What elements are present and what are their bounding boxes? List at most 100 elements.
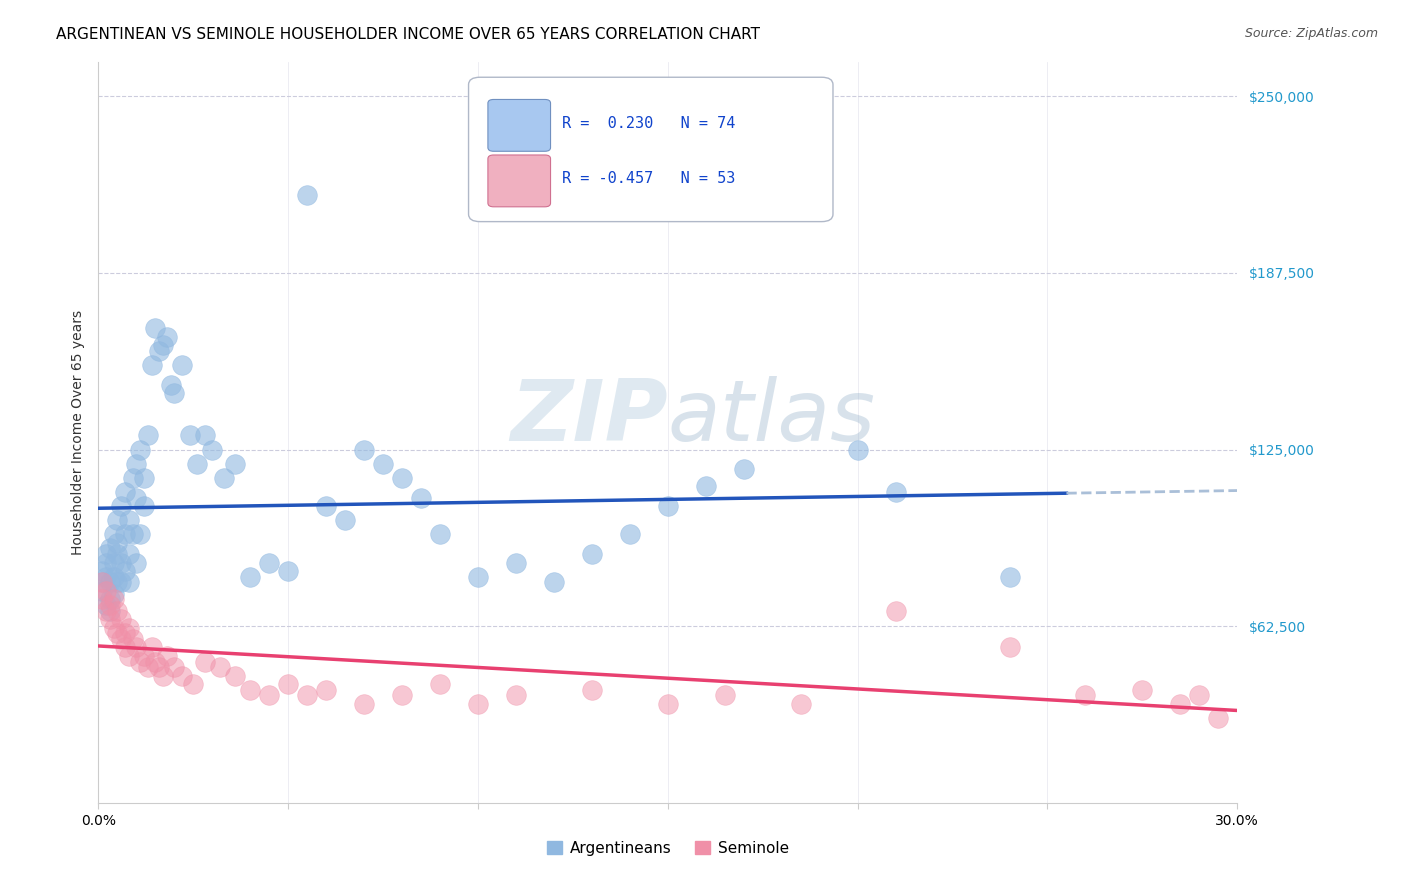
Point: [429, 527, 451, 541]
Point: [129, 442, 152, 457]
FancyBboxPatch shape: [468, 78, 832, 221]
Point: [1132, 682, 1154, 697]
Point: [91, 575, 114, 590]
Point: [121, 527, 143, 541]
Point: [132, 648, 155, 663]
Point: [148, 660, 170, 674]
Point: [846, 442, 869, 457]
Point: [148, 343, 170, 358]
Point: [208, 660, 231, 674]
Point: [259, 689, 281, 703]
Legend: Argentineans, Seminole: Argentineans, Seminole: [541, 835, 794, 862]
Point: [129, 655, 152, 669]
Point: [107, 547, 129, 561]
Point: [110, 575, 132, 590]
Point: [94, 570, 117, 584]
Point: [467, 697, 489, 711]
Point: [110, 556, 132, 570]
Point: [581, 547, 603, 561]
Point: [429, 677, 451, 691]
Point: [467, 570, 489, 584]
Point: [136, 660, 159, 674]
Point: [1074, 689, 1097, 703]
Point: [156, 329, 179, 343]
Point: [186, 457, 208, 471]
Point: [1170, 697, 1192, 711]
Point: [353, 697, 375, 711]
Point: [118, 621, 141, 635]
Point: [259, 556, 281, 570]
Point: [201, 442, 224, 457]
Point: [107, 513, 129, 527]
Point: [110, 499, 132, 513]
Point: [505, 556, 527, 570]
Point: [98, 604, 121, 618]
Point: [110, 632, 132, 646]
Point: [170, 358, 193, 372]
Point: [224, 457, 246, 471]
Point: [129, 527, 152, 541]
Point: [152, 338, 174, 352]
Point: [411, 491, 433, 505]
Point: [103, 556, 125, 570]
Point: [790, 697, 813, 711]
Point: [315, 499, 337, 513]
Point: [714, 689, 737, 703]
FancyBboxPatch shape: [488, 155, 551, 207]
Point: [239, 570, 262, 584]
Point: [183, 677, 205, 691]
Text: R = -0.457   N = 53: R = -0.457 N = 53: [562, 171, 735, 186]
Point: [998, 570, 1021, 584]
Point: [277, 564, 299, 578]
Point: [657, 499, 679, 513]
Point: [733, 462, 755, 476]
Point: [543, 575, 565, 590]
Point: [581, 682, 603, 697]
Point: [884, 485, 907, 500]
Point: [505, 689, 527, 703]
Point: [103, 587, 125, 601]
Text: Source: ZipAtlas.com: Source: ZipAtlas.com: [1244, 27, 1378, 40]
Point: [118, 513, 141, 527]
Y-axis label: Householder Income Over 65 years: Householder Income Over 65 years: [72, 310, 86, 555]
Text: R =  0.230   N = 74: R = 0.230 N = 74: [562, 116, 735, 131]
Point: [239, 682, 262, 697]
Point: [212, 471, 235, 485]
Point: [141, 640, 163, 655]
Point: [156, 648, 179, 663]
Point: [1188, 689, 1211, 703]
Point: [159, 377, 181, 392]
Point: [657, 697, 679, 711]
Point: [132, 499, 155, 513]
Point: [103, 570, 125, 584]
Point: [179, 428, 201, 442]
FancyBboxPatch shape: [488, 99, 551, 152]
Text: ZIP: ZIP: [510, 376, 668, 459]
Point: [91, 583, 114, 598]
Point: [224, 668, 246, 682]
Point: [353, 442, 375, 457]
Point: [315, 682, 337, 697]
Point: [619, 527, 641, 541]
Point: [1208, 711, 1230, 725]
Point: [884, 604, 907, 618]
Text: ARGENTINEAN VS SEMINOLE HOUSEHOLDER INCOME OVER 65 YEARS CORRELATION CHART: ARGENTINEAN VS SEMINOLE HOUSEHOLDER INCO…: [56, 27, 761, 42]
Point: [132, 471, 155, 485]
Point: [94, 604, 117, 618]
Point: [107, 575, 129, 590]
Point: [170, 668, 193, 682]
Point: [91, 564, 114, 578]
Point: [136, 428, 159, 442]
Point: [277, 677, 299, 691]
Point: [114, 485, 136, 500]
Point: [98, 598, 121, 612]
Point: [152, 668, 174, 682]
Point: [103, 621, 125, 635]
Point: [121, 632, 143, 646]
Point: [91, 592, 114, 607]
Point: [145, 655, 167, 669]
Point: [163, 660, 186, 674]
Point: [98, 575, 121, 590]
Point: [114, 527, 136, 541]
Point: [94, 556, 117, 570]
